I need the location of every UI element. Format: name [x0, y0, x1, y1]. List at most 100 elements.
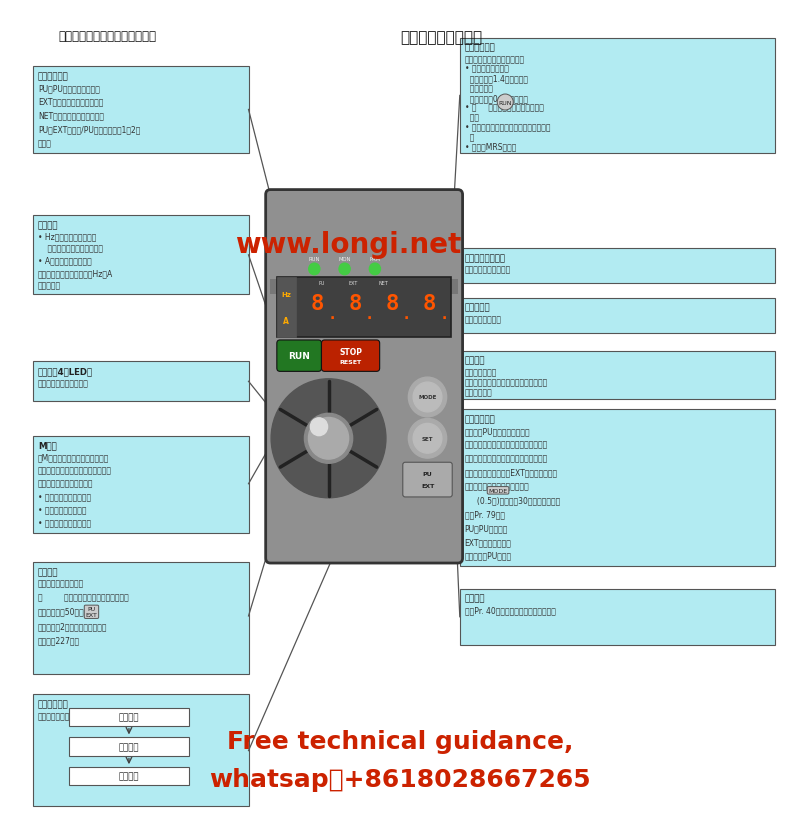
- FancyBboxPatch shape: [34, 562, 249, 674]
- Text: 和         同时按下也可以用来切换运行模: 和 同时按下也可以用来切换运行模: [38, 593, 129, 602]
- Text: • Hz：显示频率时亮灯。: • Hz：显示频率时亮灯。: [38, 233, 97, 242]
- Text: EXT：外部运行模式时亮灯。: EXT：外部运行模式时亮灯。: [38, 98, 103, 107]
- Text: 参数Pr. 79。）: 参数Pr. 79。）: [465, 509, 505, 518]
- Bar: [277, 278, 296, 337]
- Text: .: .: [404, 307, 409, 321]
- Text: 参数设定模式显示: 参数设定模式显示: [465, 254, 506, 263]
- Text: MODE: MODE: [489, 489, 508, 493]
- Text: • 输入了MRS信号时: • 输入了MRS信号时: [465, 142, 516, 152]
- Text: 快速闪烁（0.2秒循环）：: 快速闪烁（0.2秒循环）：: [465, 94, 527, 103]
- Text: 反转运行中: 反转运行中: [465, 84, 493, 94]
- Text: 式。（参照第50页）: 式。（参照第50页）: [38, 607, 85, 616]
- Circle shape: [305, 414, 353, 464]
- Text: 行报警复位。: 行报警复位。: [465, 388, 492, 397]
- Text: PU：PU运行模式时亮灯。: PU：PU运行模式时亮灯。: [38, 84, 100, 93]
- Circle shape: [370, 264, 381, 276]
- FancyBboxPatch shape: [460, 410, 774, 566]
- Text: 监视器（4位LED）: 监视器（4位LED）: [38, 367, 93, 376]
- FancyBboxPatch shape: [34, 362, 249, 402]
- Circle shape: [310, 418, 327, 436]
- FancyBboxPatch shape: [69, 708, 189, 726]
- Text: PU: PU: [318, 281, 325, 286]
- Text: • 有启动指令、频率指令在启动频率以下: • 有启动指令、频率指令在启动频率以下: [465, 123, 550, 132]
- Text: PU：PU运行模式: PU：PU运行模式: [465, 523, 508, 532]
- Text: （切换至组合模式时、可同时按: （切换至组合模式时、可同时按: [465, 482, 530, 491]
- Text: 用于变更频率设定、参数的设定值。: 用于变更频率设定、参数的设定值。: [38, 466, 112, 475]
- Text: • A：显示电流时亮灯。: • A：显示电流时亮灯。: [38, 257, 92, 266]
- Text: 用于切换PU／外部运行模式。: 用于切换PU／外部运行模式。: [465, 426, 530, 436]
- Text: 键。使表示运行模式的EXT处于亮灯状态。: 键。使表示运行模式的EXT处于亮灯状态。: [465, 468, 558, 477]
- FancyBboxPatch shape: [69, 768, 189, 785]
- Text: 停止运行: 停止运行: [465, 356, 485, 365]
- Text: Hz: Hz: [282, 291, 291, 297]
- Text: • 按     键或输入启动指令都无法运: • 按 键或输入启动指令都无法运: [465, 104, 543, 113]
- Text: 缓慢闪烁（1.4秒循环）：: 缓慢闪烁（1.4秒循环）：: [465, 75, 527, 84]
- Text: 均熄灯。）: 均熄灯。）: [38, 281, 61, 290]
- Text: 长长此键（2秒）可以锁定操作。: 长长此键（2秒）可以锁定操作。: [38, 621, 107, 630]
- Text: 运行模式切换: 运行模式切换: [465, 415, 495, 424]
- FancyBboxPatch shape: [266, 190, 462, 563]
- Text: 模式切换: 模式切换: [38, 567, 58, 576]
- Circle shape: [408, 378, 446, 417]
- Text: • 亮灯：正转运行中: • 亮灯：正转运行中: [465, 65, 509, 74]
- Text: RUN: RUN: [498, 100, 512, 105]
- Text: 通过Pr. 40的设定、可以选择旋转方向。: 通过Pr. 40的设定、可以选择旋转方向。: [465, 605, 555, 614]
- Text: 运行频率: 运行频率: [118, 712, 139, 721]
- Text: 启动指令: 启动指令: [465, 594, 485, 603]
- Text: MON: MON: [338, 257, 350, 262]
- Text: NET: NET: [379, 281, 389, 286]
- Text: 使用外部运行模式（通过另接的频率设定: 使用外部运行模式（通过另接的频率设定: [465, 440, 548, 450]
- Text: 运行中按此键则监视器出现以下显示。: 运行中按此键则监视器出现以下显示。: [38, 711, 117, 720]
- Text: Free technical guidance,: Free technical guidance,: [227, 729, 573, 753]
- Circle shape: [339, 264, 350, 276]
- Text: 用于切换各设定模式。: 用于切换各设定模式。: [38, 579, 84, 588]
- Text: A: A: [283, 316, 290, 325]
- Text: 显示设定频率监视时闪烁。: 显示设定频率监视时闪烁。: [38, 244, 103, 253]
- Text: www.longi.net: www.longi.net: [235, 231, 462, 259]
- Circle shape: [413, 424, 442, 454]
- FancyBboxPatch shape: [277, 340, 322, 372]
- FancyBboxPatch shape: [69, 738, 189, 756]
- Circle shape: [408, 419, 446, 459]
- Text: PRM: PRM: [370, 257, 381, 262]
- FancyBboxPatch shape: [460, 298, 774, 333]
- Text: 单位显示: 单位显示: [38, 221, 58, 230]
- Text: 也可以解除PU停止。: 也可以解除PU停止。: [465, 551, 512, 560]
- Text: 监视模式时亮灯。: 监视模式时亮灯。: [465, 315, 502, 324]
- Circle shape: [413, 383, 442, 412]
- Text: RESET: RESET: [339, 360, 362, 365]
- Circle shape: [309, 418, 349, 460]
- Text: RUN: RUN: [309, 257, 320, 262]
- Text: 8: 8: [348, 293, 362, 314]
- Text: STOP: STOP: [339, 348, 362, 357]
- Text: (0.5秒)（参照第30页）、或者变更: (0.5秒)（参照第30页）、或者变更: [465, 496, 560, 505]
- Circle shape: [309, 264, 320, 276]
- FancyBboxPatch shape: [402, 463, 452, 498]
- Text: 变频器动作中亮灯／闪烁。＊: 变频器动作中亮灯／闪烁。＊: [465, 55, 525, 64]
- Text: • 报警历史模式时的顺序: • 报警历史模式时的顺序: [38, 519, 91, 527]
- Text: RUN: RUN: [288, 352, 310, 361]
- Text: 8: 8: [386, 293, 399, 314]
- Text: 监视器显示: 监视器显示: [465, 303, 490, 312]
- Text: • 监视模式时的设定频率: • 监视模式时的设定频率: [38, 493, 91, 502]
- FancyBboxPatch shape: [460, 351, 774, 399]
- Text: MODE: MODE: [418, 395, 437, 400]
- Text: 电位器和启动信号运行的运行）时请按此: 电位器和启动信号运行的运行）时请按此: [465, 454, 548, 463]
- Text: 8: 8: [311, 293, 325, 314]
- Text: 显示频率、参数编号等。: 显示频率、参数编号等。: [38, 378, 89, 388]
- FancyBboxPatch shape: [34, 436, 249, 534]
- Text: NET：网络运行模式时亮灯。: NET：网络运行模式时亮灯。: [38, 111, 104, 120]
- FancyBboxPatch shape: [460, 39, 774, 154]
- FancyBboxPatch shape: [34, 695, 249, 806]
- Text: .: .: [441, 307, 446, 321]
- Text: 各设定的确定: 各设定的确定: [38, 700, 69, 709]
- FancyBboxPatch shape: [460, 589, 774, 645]
- Text: 操作面板各部分名称: 操作面板各部分名称: [400, 31, 482, 46]
- Text: EXT：外部运行模式: EXT：外部运行模式: [465, 537, 511, 546]
- Text: （参照第227页）: （参照第227页）: [38, 635, 80, 644]
- Text: M旋钮: M旋钮: [38, 441, 57, 450]
- Text: .: .: [330, 307, 334, 321]
- Text: 输出电流: 输出电流: [118, 742, 139, 751]
- Text: （M旋钮：三菱变频器的旋钮。）: （M旋钮：三菱变频器的旋钮。）: [38, 453, 110, 462]
- Circle shape: [271, 379, 386, 498]
